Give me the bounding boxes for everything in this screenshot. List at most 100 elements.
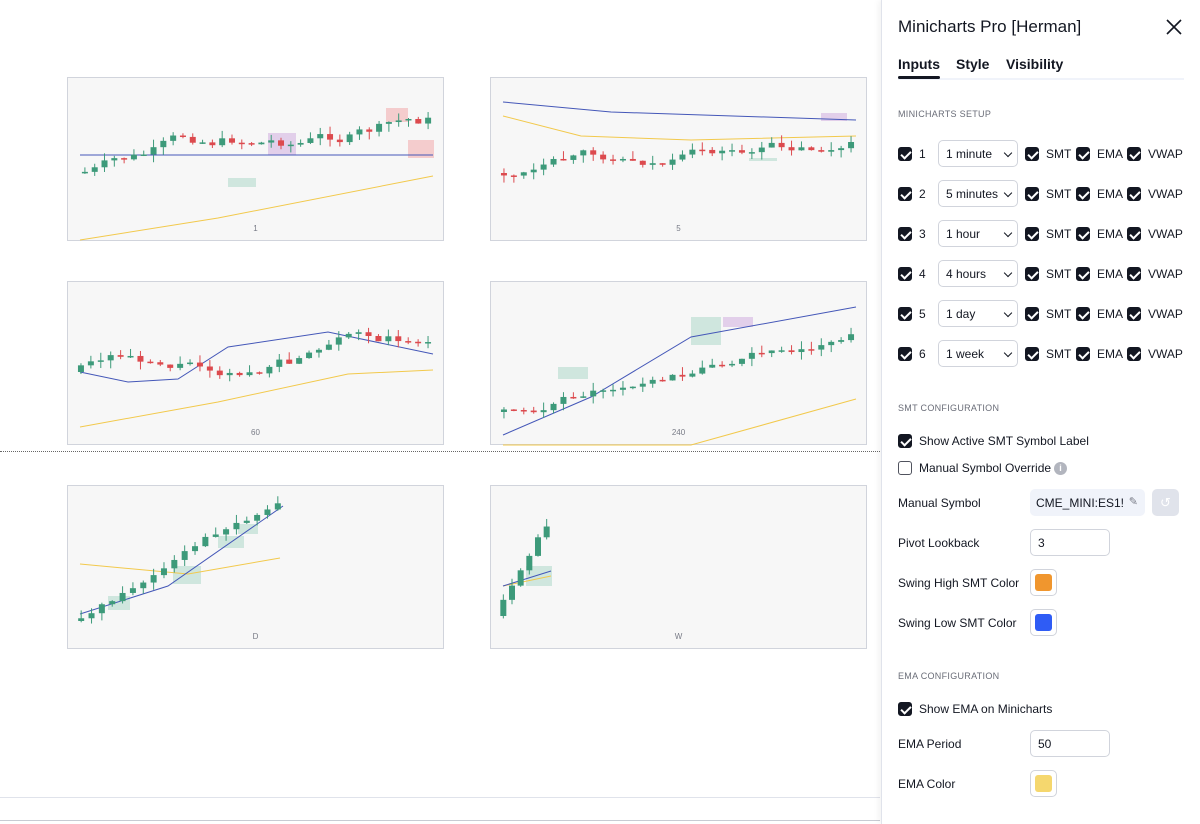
- candle-body: [246, 372, 253, 376]
- row-3-enable-checkbox[interactable]: [898, 227, 912, 241]
- ema-line: [79, 369, 434, 428]
- timeframe-value: 1 hour: [946, 227, 981, 241]
- minichart-2[interactable]: 5: [490, 77, 867, 241]
- row-6-ema-checkbox[interactable]: [1076, 347, 1090, 361]
- candle-body: [356, 129, 363, 135]
- smt-label: SMT: [1046, 267, 1072, 281]
- minichart-4[interactable]: 240: [490, 281, 867, 446]
- row-4-timeframe-select[interactable]: 4 hours: [938, 260, 1018, 287]
- close-icon[interactable]: [1164, 17, 1184, 37]
- candle-body: [254, 514, 261, 521]
- zone-box: [408, 140, 434, 158]
- row-1-smt-checkbox[interactable]: [1025, 147, 1039, 161]
- candle-body: [580, 150, 587, 156]
- minichart-5-canvas: [78, 496, 284, 624]
- show-active-smt-checkbox[interactable]: [898, 434, 912, 448]
- row-3-smt-checkbox[interactable]: [1025, 227, 1039, 241]
- swing-high-color-button[interactable]: [1030, 569, 1057, 596]
- row-5-timeframe-select[interactable]: 1 day: [938, 300, 1018, 327]
- row-3-ema-checkbox[interactable]: [1076, 227, 1090, 241]
- candle-body: [187, 362, 194, 365]
- info-icon[interactable]: i: [1054, 462, 1067, 475]
- row-5-ema-checkbox[interactable]: [1076, 307, 1090, 321]
- candle-body: [808, 349, 815, 351]
- candle-body: [669, 374, 676, 381]
- row-4-ema-checkbox[interactable]: [1076, 267, 1090, 281]
- candle-body: [649, 379, 656, 384]
- smt-label: SMT: [1046, 347, 1072, 361]
- row-6-smt-checkbox[interactable]: [1025, 347, 1039, 361]
- tab-visibility[interactable]: Visibility: [1006, 56, 1064, 72]
- row-4-enable-checkbox[interactable]: [898, 267, 912, 281]
- row-2-vwap-checkbox[interactable]: [1127, 187, 1141, 201]
- minichart-5[interactable]: D: [67, 485, 444, 649]
- candle-body: [848, 334, 855, 341]
- candle-body: [629, 158, 636, 161]
- row-2-timeframe-select[interactable]: 5 minutes: [938, 180, 1018, 207]
- timeframe-value: 1 week: [946, 347, 985, 361]
- swing-low-color-button[interactable]: [1030, 609, 1057, 636]
- zone-box: [238, 524, 258, 534]
- row-1-ema-checkbox[interactable]: [1076, 147, 1090, 161]
- candle-body: [385, 122, 392, 124]
- candle-body: [117, 355, 124, 357]
- tab-style[interactable]: Style: [956, 56, 990, 72]
- pivot-lookback-input[interactable]: 3: [1030, 529, 1110, 556]
- row-2-enable-checkbox[interactable]: [898, 187, 912, 201]
- minichart-6[interactable]: W: [490, 485, 867, 649]
- row-2-ema-checkbox[interactable]: [1076, 187, 1090, 201]
- row-6-vwap-checkbox[interactable]: [1127, 347, 1141, 361]
- show-ema-checkbox[interactable]: [898, 702, 912, 716]
- swing-low-color-swatch: [1035, 614, 1052, 631]
- candle-body: [365, 332, 372, 337]
- row-1-enable-checkbox[interactable]: [898, 147, 912, 161]
- zone-box: [386, 108, 408, 122]
- candle-body: [336, 139, 343, 143]
- smt-label: SMT: [1046, 307, 1072, 321]
- candle-body: [376, 123, 383, 132]
- candle-body: [274, 503, 281, 510]
- candle-body: [119, 592, 126, 602]
- minichart-1[interactable]: 1: [67, 77, 444, 241]
- candle-body: [91, 167, 98, 172]
- candle-body: [530, 410, 537, 413]
- minichart-3[interactable]: 60: [67, 281, 444, 445]
- candle-body: [248, 143, 255, 145]
- tab-inputs[interactable]: Inputs: [898, 56, 940, 79]
- row-5-vwap-checkbox[interactable]: [1127, 307, 1141, 321]
- ema-color-button[interactable]: [1030, 770, 1057, 797]
- row-6-timeframe-select[interactable]: 1 week: [938, 340, 1018, 367]
- row-6-enable-checkbox[interactable]: [898, 347, 912, 361]
- candle-body: [798, 349, 805, 353]
- row-5-smt-checkbox[interactable]: [1025, 307, 1039, 321]
- candle-body: [216, 370, 223, 376]
- candle-body: [395, 336, 402, 342]
- candle-body: [355, 332, 362, 334]
- panel-title: Minicharts Pro [Herman]: [898, 17, 1082, 36]
- divider: [0, 797, 880, 798]
- candle-body: [778, 142, 785, 148]
- candle-body: [327, 134, 334, 140]
- manual-symbol-field[interactable]: CME_MINI:ES1! ✎: [1030, 489, 1145, 516]
- manual-symbol-override-checkbox[interactable]: [898, 461, 912, 475]
- row-4-smt-checkbox[interactable]: [1025, 267, 1039, 281]
- candle-body: [160, 568, 167, 576]
- candle-body: [395, 120, 402, 123]
- row-4-vwap-checkbox[interactable]: [1127, 267, 1141, 281]
- reset-icon[interactable]: ↺: [1152, 489, 1179, 516]
- row-3-timeframe-select[interactable]: 1 hour: [938, 220, 1018, 247]
- zone-box: [228, 178, 256, 187]
- candle-body: [425, 342, 432, 344]
- ema-period-input[interactable]: 50: [1030, 730, 1110, 757]
- candle-body: [405, 341, 412, 343]
- chart-area: 1 5 60 240 D W: [0, 77, 880, 821]
- row-5-enable-checkbox[interactable]: [898, 307, 912, 321]
- row-1-vwap-checkbox[interactable]: [1127, 147, 1141, 161]
- row-3-vwap-checkbox[interactable]: [1127, 227, 1141, 241]
- row-2-smt-checkbox[interactable]: [1025, 187, 1039, 201]
- candle-body: [590, 390, 597, 397]
- row-1-timeframe-select[interactable]: 1 minute: [938, 140, 1018, 167]
- candle-body: [808, 147, 815, 151]
- candle-body: [101, 160, 108, 168]
